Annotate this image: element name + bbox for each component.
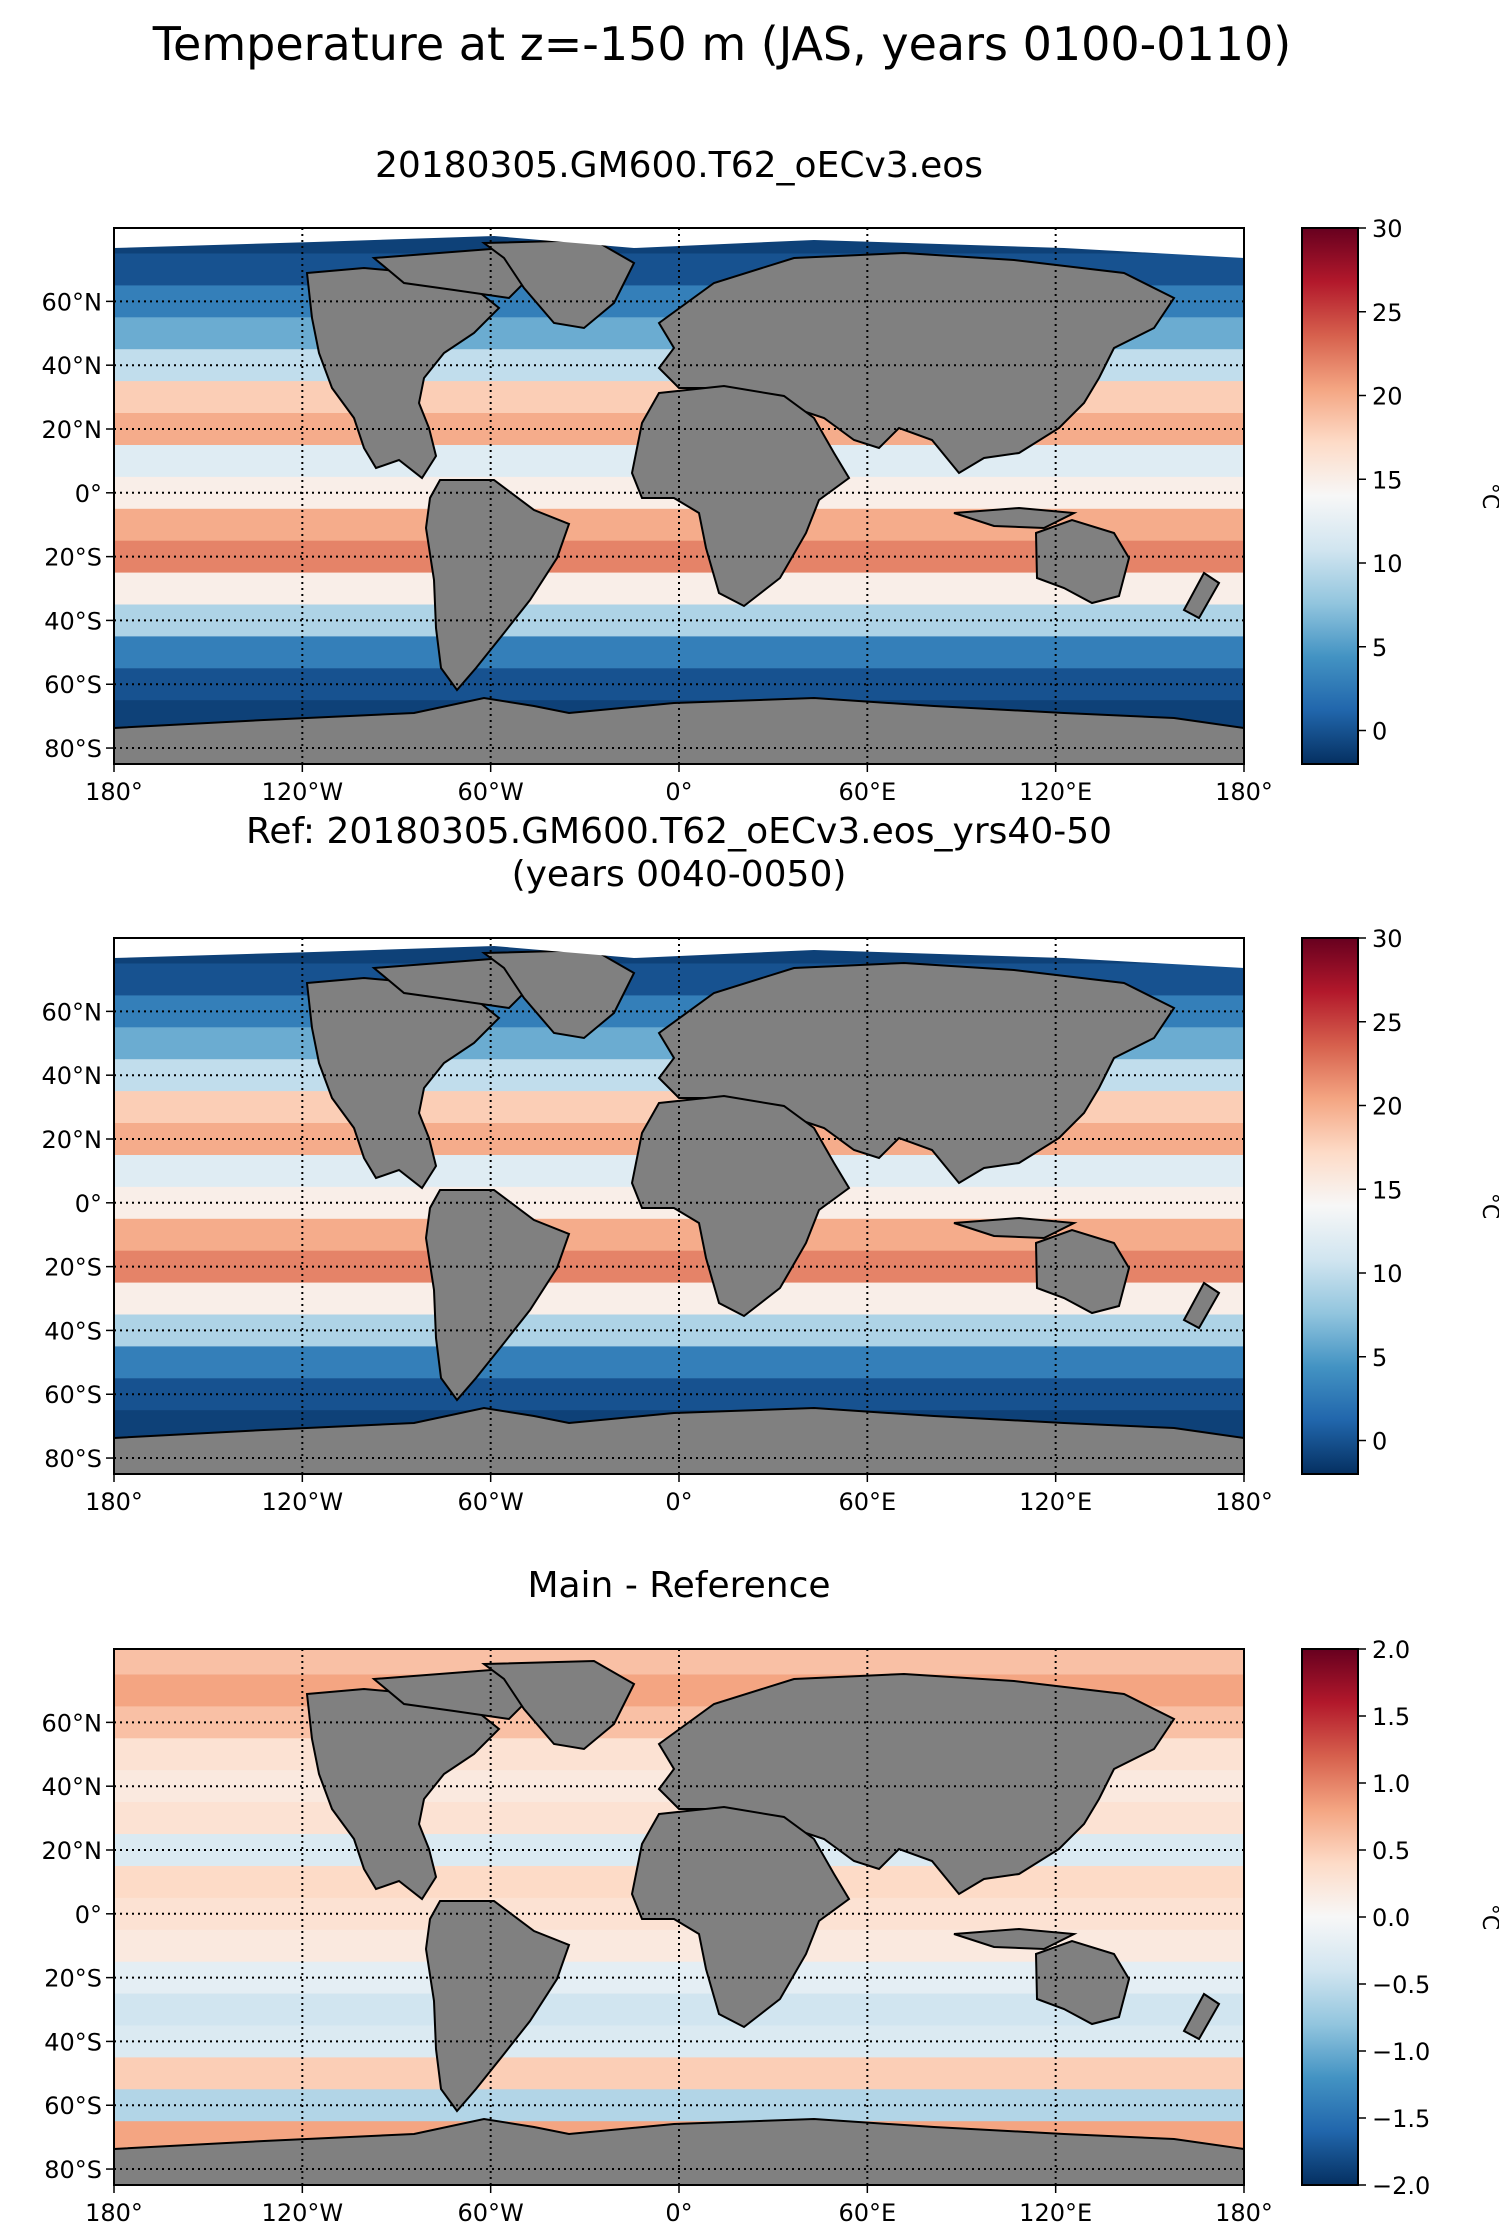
xtick-label: 120°W [262, 778, 344, 806]
colorbar-tick-label: 30 [1372, 925, 1403, 953]
colorbar-tick-label: −1.5 [1372, 2105, 1430, 2133]
colorbar-tick-label: 30 [1372, 215, 1403, 243]
xtick-label: 180° [85, 2199, 143, 2227]
colorbar [1301, 1648, 1359, 2186]
ytick-label: 40°N [42, 1062, 103, 1090]
xtick-label: 120°E [1019, 778, 1092, 806]
field-band [114, 636, 1244, 670]
panel-main-title: 20180305.GM600.T62_oECv3.eos [375, 145, 983, 186]
xtick-label: 180° [1215, 1488, 1273, 1516]
ytick-label: 0° [75, 1190, 102, 1218]
xtick-label: 180° [1215, 2199, 1273, 2227]
ytick-label: 0° [75, 1901, 102, 1929]
ytick-label: 40°S [44, 1317, 102, 1345]
colorbar-tick-label: 1.5 [1372, 1703, 1410, 1731]
ytick-label: 60°N [42, 998, 103, 1026]
colorbar-label: °C [1477, 483, 1499, 509]
colorbar-tick-label: −1.0 [1372, 2038, 1430, 2066]
colorbar-tick-label: 0.0 [1372, 1904, 1410, 1932]
ytick-label: 60°S [44, 1381, 102, 1409]
panel-reference-title: Ref: 20180305.GM600.T62_oECv3.eos_yrs40-… [246, 811, 1112, 852]
ytick-label: 40°S [44, 607, 102, 635]
ytick-label: 20°N [42, 1837, 103, 1865]
colorbar-tick-label: 15 [1372, 466, 1403, 494]
colorbar-tick-label: 25 [1372, 299, 1403, 327]
xtick-label: 120°W [262, 1488, 344, 1516]
xtick-label: 0° [665, 778, 692, 806]
ytick-label: 20°N [42, 416, 103, 444]
xtick-label: 120°W [262, 2199, 344, 2227]
colorbar-tick-label: 1.0 [1372, 1770, 1410, 1798]
colorbar-label: °C [1477, 1904, 1499, 1930]
xtick-label: 60°W [458, 1488, 524, 1516]
xtick-label: 60°W [458, 2199, 524, 2227]
colorbar-tick-label: 15 [1372, 1176, 1403, 1204]
colorbar-tick-label: 0 [1372, 718, 1387, 746]
ytick-label: 40°S [44, 2028, 102, 2056]
colorbar-tick-label: 10 [1372, 550, 1403, 578]
ytick-label: 80°S [44, 1445, 102, 1473]
field-band [114, 2057, 1244, 2091]
panel-main: 20180305.GM600.T62_oECv3.eos 60°N40°N20°… [42, 145, 1499, 806]
panel-difference: Main - Reference 60°N 40°N 20°N 0° 20°S 40°S 6… [42, 1565, 1499, 2227]
panel-main-arctic-ice [114, 228, 1244, 258]
ytick-label: 0° [75, 480, 102, 508]
colorbar [1301, 937, 1359, 1475]
colorbar-tick-label: 0 [1372, 1428, 1387, 1456]
colorbar [1301, 227, 1359, 765]
ytick-label: 60°N [42, 288, 103, 316]
ytick-label: 20°S [44, 544, 102, 572]
xtick-label: 120°E [1019, 1488, 1092, 1516]
colorbar-tick-label: 5 [1372, 634, 1387, 662]
panel-reference-arctic-ice [114, 938, 1244, 968]
xtick-label: 180° [1215, 778, 1273, 806]
ytick-label: 20°S [44, 1965, 102, 1993]
ytick-label: 60°S [44, 2092, 102, 2120]
ytick-label: 60°N [42, 1709, 103, 1737]
colorbar-label: °C [1477, 1193, 1499, 1219]
axes-frame [113, 1648, 1245, 2186]
xtick-label: 0° [665, 2199, 692, 2227]
colorbar-tick-label: 20 [1372, 1093, 1403, 1121]
ytick-label: 40°N [42, 1773, 103, 1801]
panel-reference: Ref: 20180305.GM600.T62_oECv3.eos_yrs40-… [42, 811, 1499, 1516]
colorbar-tick-label: −2.0 [1372, 2172, 1430, 2200]
xtick-label: 60°E [838, 1488, 896, 1516]
panel-reference-subtitle: (years 0040-0050) [512, 854, 847, 895]
xtick-label: 60°W [458, 778, 524, 806]
xtick-label: 0° [665, 1488, 692, 1516]
xtick-label: 60°E [838, 2199, 896, 2227]
colorbar-tick-label: 2.0 [1372, 1636, 1410, 1664]
xtick-label: 180° [85, 778, 143, 806]
ytick-label: 40°N [42, 352, 103, 380]
colorbar-tick-label: 20 [1372, 383, 1403, 411]
xtick-label: 180° [85, 1488, 143, 1516]
colorbar-tick-label: −0.5 [1372, 1971, 1430, 1999]
colorbar-tick-label: 25 [1372, 1009, 1403, 1037]
axes-frame [113, 227, 1245, 765]
ytick-label: 60°S [44, 671, 102, 699]
panel-difference-title: Main - Reference [527, 1565, 830, 1606]
field-band [114, 1346, 1244, 1380]
ytick-label: 80°S [44, 735, 102, 763]
figure-title: Temperature at z=-150 m (JAS, years 0100… [152, 17, 1292, 71]
colorbar-tick-label: 5 [1372, 1344, 1387, 1372]
xtick-label: 120°E [1019, 2199, 1092, 2227]
xtick-label: 60°E [838, 778, 896, 806]
axes-frame [113, 937, 1245, 1475]
ytick-label: 20°N [42, 1126, 103, 1154]
colorbar-tick-label: 0.5 [1372, 1837, 1410, 1865]
ytick-label: 80°S [44, 2156, 102, 2184]
colorbar-tick-label: 10 [1372, 1260, 1403, 1288]
ytick-label: 20°S [44, 1254, 102, 1282]
